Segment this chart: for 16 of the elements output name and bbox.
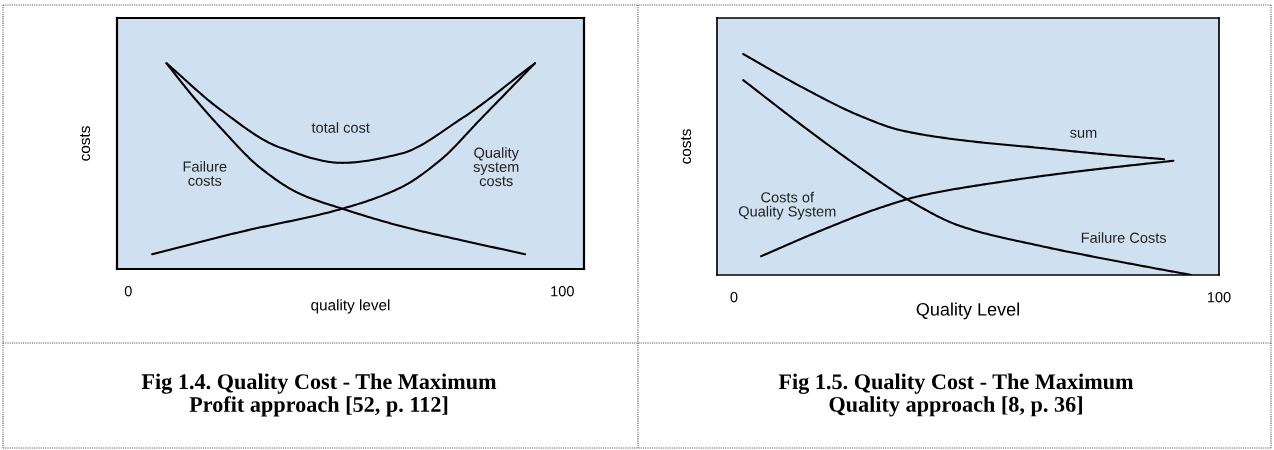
series-label: total cost bbox=[311, 122, 370, 133]
series-label: Failure costs bbox=[183, 161, 227, 186]
caption: Fig 1.4. Quality Cost - The Maximum Profit approach [52, p. 112] bbox=[141, 373, 497, 417]
x-axis-title: Quality Level bbox=[916, 302, 1019, 320]
x-tick-label: 100 bbox=[1207, 292, 1231, 303]
series-label: sum bbox=[1070, 129, 1097, 138]
caption: Fig 1.5. Quality Cost - The Maximum Quality approach [8, p. 36] bbox=[778, 373, 1134, 417]
y-axis-title: costs bbox=[80, 126, 91, 161]
x-tick-label: 0 bbox=[124, 286, 132, 297]
series-label: Quality system costs bbox=[473, 147, 519, 187]
x-tick-label: 0 bbox=[730, 292, 738, 303]
x-axis-title: quality level bbox=[311, 299, 390, 314]
series-label: Costs of Quality System bbox=[738, 191, 836, 220]
x-tick-label: 100 bbox=[551, 286, 574, 297]
series-label: Failure Costs bbox=[1081, 232, 1167, 243]
y-axis-title: costs bbox=[681, 129, 692, 164]
